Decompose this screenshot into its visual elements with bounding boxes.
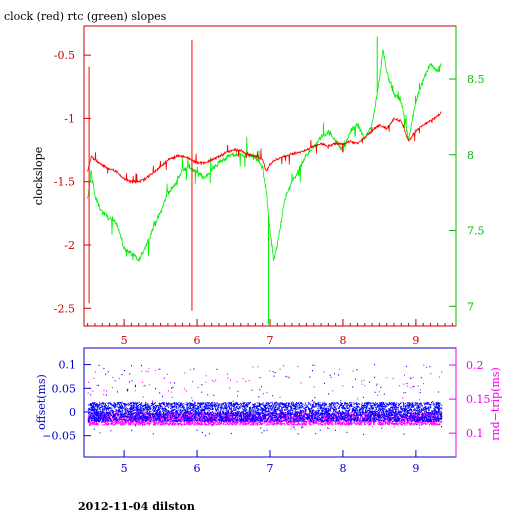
clock-series-line xyxy=(87,111,442,185)
offset-series-points xyxy=(87,364,443,437)
top-y-tick-label: -1.5 xyxy=(54,176,75,189)
bottom-y2-tick-label: 0.2 xyxy=(466,359,484,372)
top-y2-tick-label: 8 xyxy=(467,149,474,162)
top-y-tick-label: -0.5 xyxy=(54,49,75,62)
bottom-y2-axis-label: rnd−trip(ms) xyxy=(489,367,502,441)
top-x-tick-label: 7 xyxy=(267,334,274,347)
top-y-tick-label: -2.5 xyxy=(54,302,75,315)
top-plot-frame xyxy=(83,25,457,327)
top-panel: clockslope 5 6 7 8 9 -0.5 -1 -1.5 -2 -2.5 8.5 8 7.5 7 xyxy=(32,25,485,347)
bottom-y-tick-label: 0.1 xyxy=(59,359,77,372)
bottom-x-tick-label: 6 xyxy=(194,462,201,475)
top-x-tick-label: 8 xyxy=(339,334,346,347)
top-y-tick-label: -1 xyxy=(64,112,75,125)
top-series xyxy=(87,36,442,325)
top-x-tick-label: 6 xyxy=(194,334,201,347)
bottom-y2-tick-label: 0.15 xyxy=(466,393,491,406)
top-axes: 5 6 7 8 9 -0.5 -1 -1.5 -2 -2.5 8.5 8 7.5 7 xyxy=(54,49,485,347)
top-y-axis-label: clockslope xyxy=(32,147,45,205)
bottom-y-tick-label: 0 xyxy=(69,406,76,419)
top-y-tick-label: -2 xyxy=(64,239,75,252)
top-y2-tick-label: 8.5 xyxy=(467,73,485,86)
bottom-y-tick-label: −0.05 xyxy=(42,430,76,443)
bottom-panel: offset(ms) rnd−trip(ms) 5 6 7 8 9 0.1 0.05 0 −0.… xyxy=(35,347,502,475)
bottom-y2-tick-label: 0.1 xyxy=(466,427,484,440)
bottom-x-tick-label: 9 xyxy=(412,462,419,475)
bottom-x-tick-label: 8 xyxy=(339,462,346,475)
rtc-series-line xyxy=(87,49,442,262)
top-x-tick-label: 9 xyxy=(412,334,419,347)
bottom-x-tick-label: 5 xyxy=(121,462,128,475)
bottom-x-tick-label: 7 xyxy=(267,462,274,475)
chart-title: clock (red) rtc (green) slopes xyxy=(4,10,167,23)
bottom-y-tick-label: 0.05 xyxy=(52,382,77,395)
bottom-axes: 5 6 7 8 9 0.1 0.05 0 −0.05 0.2 0.15 0.1 xyxy=(42,359,490,475)
top-x-tick-label: 5 xyxy=(121,334,128,347)
bottom-series xyxy=(87,364,443,437)
top-y2-tick-label: 7.5 xyxy=(467,225,485,238)
top-y2-tick-label: 7 xyxy=(467,300,474,313)
bottom-y-axis-label: offset(ms) xyxy=(35,374,48,430)
footer-date-host: 2012-11-04 dilston xyxy=(78,500,195,512)
